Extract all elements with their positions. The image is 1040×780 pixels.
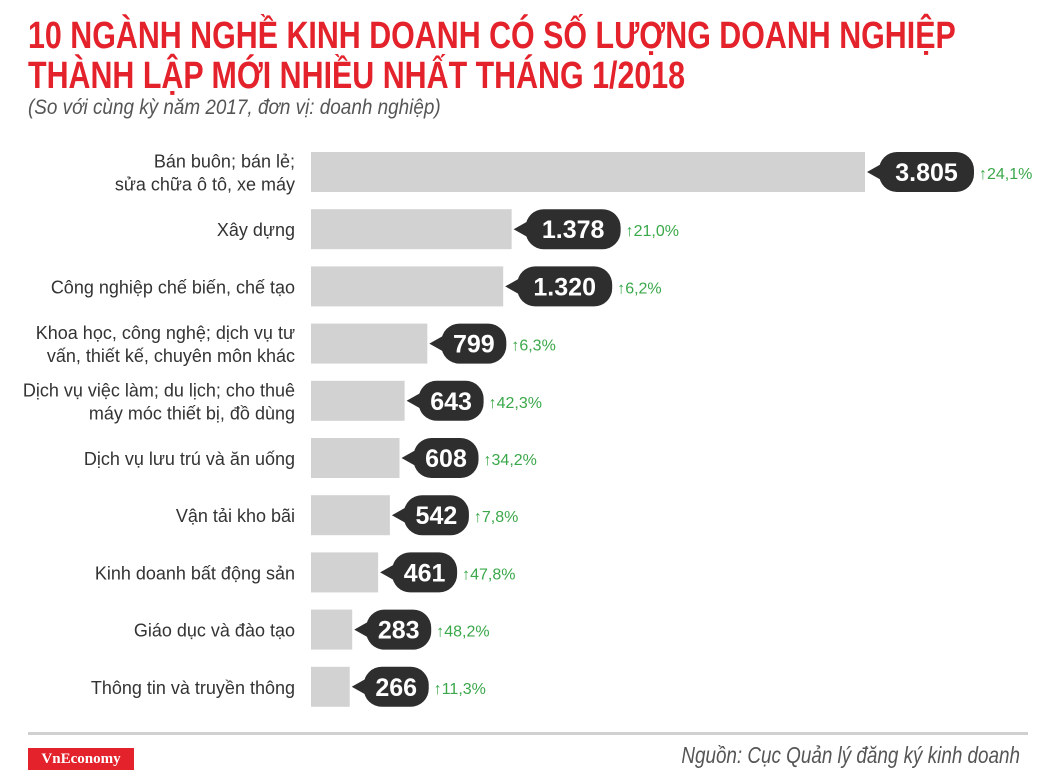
change-label: ↑42,3% — [489, 395, 542, 412]
change-label: ↑34,2% — [484, 452, 537, 469]
value-bubble — [363, 666, 429, 707]
bar — [311, 666, 350, 707]
bubble-pointer — [391, 506, 408, 525]
value-bubble — [517, 266, 613, 307]
value-label: 1.378 — [542, 216, 605, 244]
change-label: ↑48,2% — [436, 624, 489, 641]
category-label: máy móc thiết bị, đồ dùng — [89, 403, 295, 423]
value-label: 461 — [404, 559, 446, 587]
change-label: ↑47,8% — [462, 566, 515, 583]
change-label: ↑6,3% — [511, 338, 555, 355]
category-label: Kinh doanh bất động sản — [95, 563, 295, 583]
category-label: Dịch vụ lưu trú và ăn uống — [84, 449, 295, 469]
value-bubble — [441, 323, 507, 364]
category-label: Bán buôn; bán lẻ; — [154, 152, 295, 172]
value-bubble — [879, 152, 974, 192]
change-label: ↑21,0% — [626, 223, 679, 240]
value-label: 283 — [378, 617, 420, 645]
value-bubble — [525, 209, 621, 250]
bubble-pointer — [351, 677, 368, 696]
bar — [311, 609, 353, 650]
value-bubble — [403, 495, 469, 536]
footer-divider — [28, 732, 1028, 735]
value-bubble — [366, 609, 432, 650]
category-label: Thông tin và truyền thông — [91, 678, 295, 698]
category-label: Giáo dục và đào tạo — [134, 621, 295, 641]
change-label: ↑6,2% — [617, 280, 661, 297]
bubble-pointer — [513, 220, 530, 239]
bubble-pointer — [429, 334, 446, 353]
value-label: 608 — [425, 445, 467, 473]
vneconomy-logo: VnEconomy — [28, 748, 134, 770]
change-label: ↑24,1% — [979, 166, 1032, 183]
category-label: Công nghiệp chế biến, chế tạo — [51, 277, 295, 297]
subtitle: (So với cùng kỳ năm 2017, đơn vị: doanh … — [28, 96, 441, 119]
bar — [311, 209, 512, 250]
value-bubble — [418, 380, 484, 421]
category-label: Vận tải kho bãi — [176, 506, 295, 526]
category-label: Dịch vụ việc làm; du lịch; cho thuê — [23, 380, 295, 400]
bar — [311, 266, 504, 307]
value-label: 799 — [453, 331, 495, 359]
value-label: 542 — [416, 502, 458, 530]
bubble-pointer — [354, 620, 371, 639]
bubble-pointer — [401, 449, 418, 467]
change-label: ↑7,8% — [474, 509, 518, 526]
category-label: sửa chữa ô tô, xe máy — [115, 175, 295, 195]
value-label: 1.320 — [533, 273, 596, 301]
bar — [311, 552, 379, 593]
bubble-pointer — [380, 563, 397, 582]
bar-chart: Bán buôn; bán lẻ; sửa chữa ô tô, xe máy 3.… — [23, 152, 1032, 707]
change-label: ↑11,3% — [434, 681, 486, 698]
category-label: Khoa học, công nghệ; dịch vụ tư — [36, 323, 295, 343]
source-note: Nguồn: Cục Quản lý đăng ký kinh doanh — [681, 742, 1020, 768]
bar — [311, 495, 390, 536]
title-line-1: 10 NGÀNH NGHỀ KINH DOANH CÓ SỐ LƯỢNG DOA… — [28, 15, 956, 57]
value-label: 643 — [430, 388, 472, 416]
bar — [311, 438, 400, 478]
bar — [311, 380, 405, 421]
bubble-pointer — [505, 277, 522, 296]
value-label: 266 — [375, 674, 417, 702]
value-bubble — [392, 552, 458, 593]
bubble-pointer — [406, 391, 423, 410]
category-label: vấn, thiết kế, chuyên môn khác — [47, 346, 295, 366]
title-line-2: THÀNH LẬP MỚI NHIỀU NHẤT THÁNG 1/2018 — [28, 55, 686, 97]
value-label: 3.805 — [895, 159, 958, 187]
bar — [311, 323, 428, 364]
value-bubble — [413, 438, 479, 478]
bar — [311, 152, 865, 192]
category-label: Xây dựng — [217, 220, 295, 240]
bubble-pointer — [867, 163, 883, 181]
